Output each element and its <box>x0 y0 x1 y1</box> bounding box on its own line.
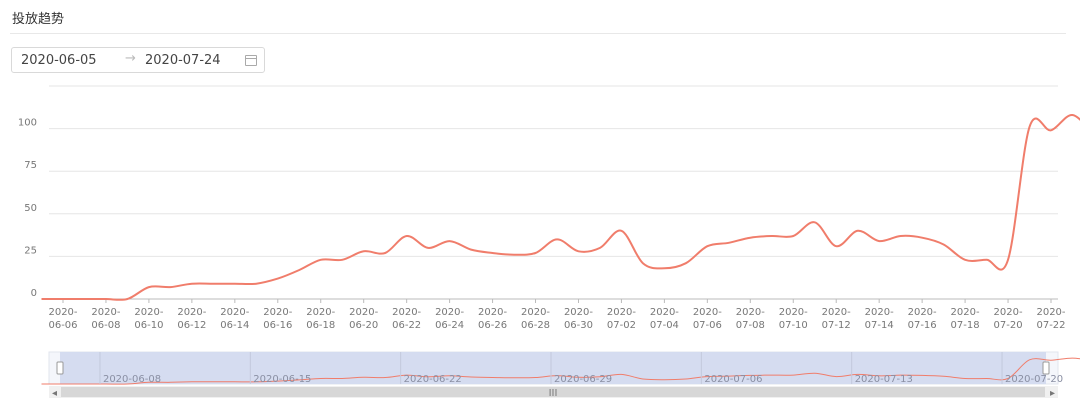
x-tick-label: 2020-06-12 <box>177 307 206 331</box>
zoom-date-label: 2020-07-20 <box>1005 374 1063 385</box>
zoom-date-label: 2020-07-06 <box>704 374 762 385</box>
zoom-date-label: 2020-06-15 <box>253 374 311 385</box>
x-tick-label: 2020-06-14 <box>220 307 249 331</box>
x-tick-label: 2020-07-02 <box>607 307 636 331</box>
x-tick-label: 2020-07-06 <box>693 307 722 331</box>
zoom-date-label: 2020-07-13 <box>855 374 913 385</box>
x-tick-label: 2020-06-16 <box>263 307 292 331</box>
x-tick-label: 2020-06-28 <box>521 307 550 331</box>
x-tick-label: 2020-06-06 <box>48 307 77 331</box>
zoom-date-label: 2020-06-29 <box>554 374 612 385</box>
x-tick-label: 2020-07-10 <box>779 307 808 331</box>
range-arrow-icon: → <box>125 51 136 66</box>
x-tick-label: 2020-07-16 <box>908 307 937 331</box>
x-tick-label: 2020-06-18 <box>306 307 335 331</box>
x-tick-label: 2020-06-26 <box>478 307 507 331</box>
zoom-date-label: 2020-06-22 <box>404 374 462 385</box>
x-tick-label: 2020-06-08 <box>91 307 120 331</box>
x-tick-label: 2020-06-20 <box>349 307 378 331</box>
x-tick-label: 2020-07-12 <box>822 307 851 331</box>
scroll-left-icon[interactable]: ◂ <box>52 388 57 399</box>
x-tick-label: 2020-07-04 <box>650 307 679 331</box>
x-tick-label: 2020-07-08 <box>736 307 765 331</box>
panel-title: 投放趋势 <box>12 12 65 27</box>
x-tick-label: 2020-06-30 <box>564 307 593 331</box>
zoom-handle-right[interactable] <box>1042 361 1050 375</box>
date-range-picker[interactable]: 2020-06-05 → 2020-07-24 <box>11 47 265 73</box>
x-tick-label: 2020-06-22 <box>392 307 421 331</box>
zoom-date-label: 2020-06-08 <box>103 374 161 385</box>
zoom-preview-line <box>41 357 1080 385</box>
x-tick-label: 2020-07-18 <box>951 307 980 331</box>
y-tick-label: 25 <box>24 245 37 256</box>
scrollbar-thumb[interactable] <box>61 387 1045 397</box>
x-tick-label: 2020-07-14 <box>865 307 894 331</box>
y-tick-label: 0 <box>31 288 37 299</box>
y-tick-label: 100 <box>18 118 37 129</box>
x-tick-label: 2020-06-24 <box>435 307 464 331</box>
y-tick-label: 50 <box>24 203 37 214</box>
x-tick-label: 2020-07-20 <box>994 307 1023 331</box>
series-line <box>41 114 1080 301</box>
scrollbar-grip[interactable]: III <box>549 388 558 399</box>
zoom-handle-left[interactable] <box>56 361 64 375</box>
x-tick-label: 2020-06-10 <box>134 307 163 331</box>
header-divider <box>10 33 1066 34</box>
calendar-icon[interactable] <box>245 55 257 66</box>
x-tick-label: 2020-07-22 <box>1036 307 1065 331</box>
end-date[interactable]: 2020-07-24 <box>145 53 221 68</box>
y-tick-label: 75 <box>24 160 37 171</box>
start-date[interactable]: 2020-06-05 <box>21 53 97 68</box>
zoom-selection[interactable] <box>60 352 1046 384</box>
scroll-right-icon[interactable]: ▸ <box>1050 388 1055 399</box>
